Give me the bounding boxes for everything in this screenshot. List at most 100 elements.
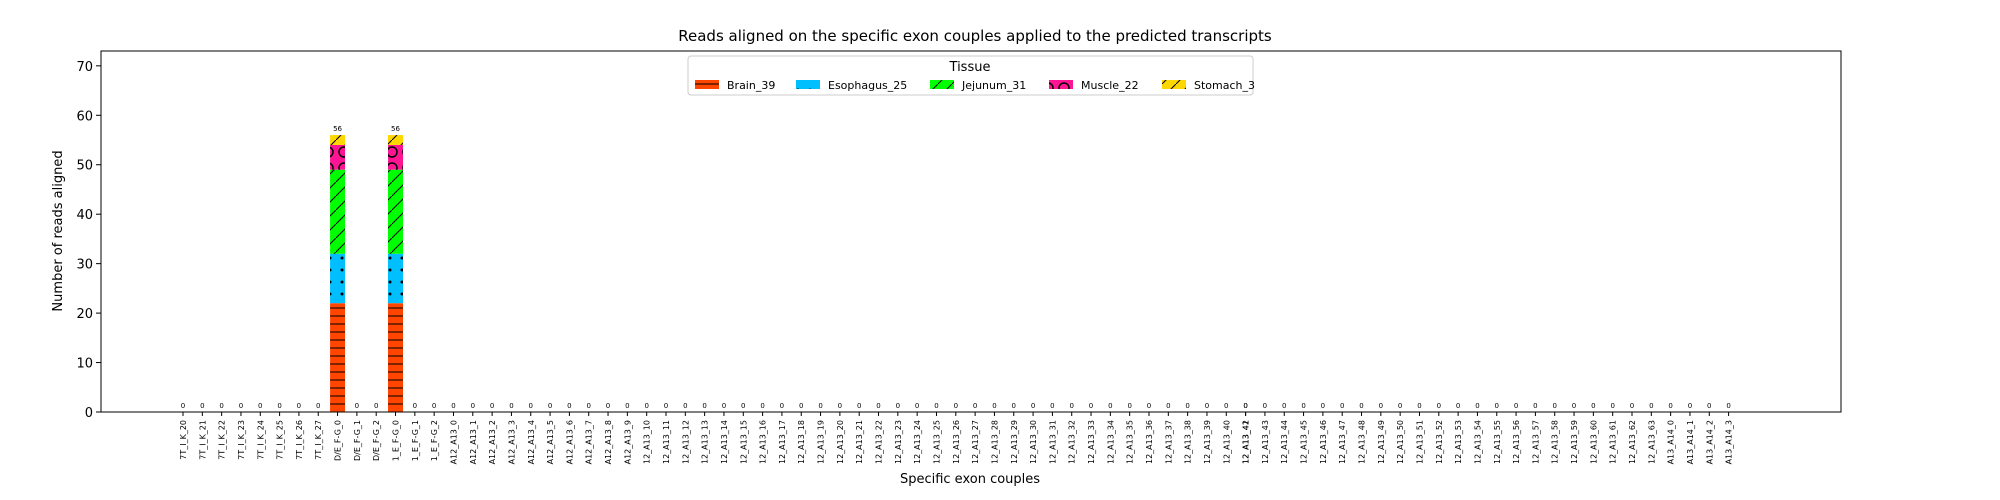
bar-value-label: 0 <box>1379 402 1383 410</box>
bar-value-label: 0 <box>664 402 668 410</box>
x-tick-label: D/E_F-G_1 <box>353 420 362 461</box>
x-tick-label: 12_A13_38 <box>1184 420 1193 464</box>
x-tick-label: 12_A13_32 <box>1068 420 1077 464</box>
x-tick-label: D/E_F-G_2 <box>372 420 381 461</box>
x-axis-label: Specific exon couples <box>900 472 1040 487</box>
legend-item-esophagus-25: Esophagus_25 <box>796 79 907 92</box>
bar-value-label: 0 <box>181 402 185 410</box>
bar-hatch-esophagus-25 <box>330 253 346 304</box>
x-tick-label: 12_A13_39 <box>1203 420 1212 464</box>
bar-value-label: 0 <box>625 402 629 410</box>
bar-value-label: 0 <box>509 402 513 410</box>
x-tick-label: 12_A13_36 <box>1145 420 1154 464</box>
x-tick-label: A12_A13_8 <box>604 420 613 464</box>
bar-value-label: 0 <box>471 402 475 410</box>
x-tick-label: 12_A13_50 <box>1396 420 1405 464</box>
y-tick-label: 20 <box>76 307 93 322</box>
bar-value-label: 0 <box>1127 402 1131 410</box>
y-tick-label: 70 <box>76 60 93 75</box>
y-tick-label: 60 <box>76 109 93 124</box>
x-tick-label: 12_A13_15 <box>739 420 748 464</box>
legend-label: Stomach_3 <box>1194 79 1255 92</box>
bar-value-label: 0 <box>1591 402 1595 410</box>
x-tick-label: 12_A13_61 <box>1609 420 1618 464</box>
x-tick-label: 12_A13_37 <box>1164 420 1173 464</box>
x-tick-label: 12_A13_19 <box>817 420 826 464</box>
bar-value-label: 0 <box>1301 402 1305 410</box>
bar-value-label: 0 <box>239 402 243 410</box>
x-tick-label: A12_A13_2 <box>488 420 497 464</box>
x-tick-label: 12_A13_22 <box>875 420 884 464</box>
bar-value-label: 0 <box>934 402 938 410</box>
x-tick-label: A12_A13_1 <box>469 420 478 464</box>
bar-value-label: 0 <box>644 402 648 410</box>
bar-hatch-jejunum-31 <box>388 169 404 254</box>
y-tick-label: 50 <box>76 159 93 174</box>
bar-value-label: 0 <box>1707 402 1711 410</box>
bar-value-label: 0 <box>1475 402 1479 410</box>
legend-item-stomach-3: Stomach_3 <box>1162 79 1255 92</box>
value-labels-layer: 0 0 0 0 0 0 0 0 56 0 0 56 0 0 0 0 0 0 0 0 0 0 0 0 0 0 0 0 0 0 0 0 0 0 0 0 0 0… <box>181 125 1731 410</box>
bar-value-label: 0 <box>683 402 687 410</box>
y-tick-label: 30 <box>76 258 93 273</box>
bar-value-label: 0 <box>374 402 378 410</box>
bar-value-label: 0 <box>1340 402 1344 410</box>
bar-value-label: 0 <box>760 402 764 410</box>
bar-value-label: 0 <box>490 402 494 410</box>
x-tick-label: 12_A13_56 <box>1512 420 1521 464</box>
x-axis: 7T_I_K_20 7T_I_K_21 7T_I_K_22 7T_I_K_23 7T_I… <box>179 412 1734 464</box>
x-tick-label: 12_A13_25 <box>932 420 941 464</box>
bar-value-label: 0 <box>1185 402 1189 410</box>
bar-value-label: 0 <box>548 402 552 410</box>
bar-value-label: 0 <box>1495 402 1499 410</box>
bar-value-label: 0 <box>1533 402 1537 410</box>
x-tick-label: 12_A13_53 <box>1454 420 1463 464</box>
y-axis: 0 10 20 30 40 50 60 70 <box>76 60 101 421</box>
x-tick-label: 12_A13_54 <box>1473 420 1482 464</box>
x-tick-label: 12_A13_23 <box>894 420 903 464</box>
x-tick-label: 12_A13_35 <box>1126 420 1135 464</box>
bar-value-label: 0 <box>1630 402 1634 410</box>
bar-value-label: 0 <box>1552 402 1556 410</box>
bar-hatch-esophagus-25 <box>388 253 404 304</box>
bar-value-label: 0 <box>702 402 706 410</box>
bar-value-label: 0 <box>1437 402 1441 410</box>
x-tick-label: 12_A13_40 <box>1222 420 1231 464</box>
bar-value-label: 0 <box>1649 402 1653 410</box>
bar-value-label: 0 <box>1726 402 1730 410</box>
bar-value-label: 0 <box>277 402 281 410</box>
bar-value-label: 0 <box>1417 402 1421 410</box>
x-tick-label: 12_A13_51 <box>1415 420 1424 464</box>
x-tick-label: A12_A13_3 <box>507 420 516 464</box>
bar-value-label: 0 <box>915 402 919 410</box>
x-tick-label: 12_A13_27 <box>971 420 980 464</box>
bar-value-label: 0 <box>838 402 842 410</box>
legend-label: Jejunum_31 <box>961 79 1026 92</box>
bar-value-label: 0 <box>1514 402 1518 410</box>
x-tick-label: 12_A13_59 <box>1570 420 1579 464</box>
x-tick-label: A13_A14_3 <box>1725 420 1734 464</box>
x-tick-label: A12_A13_7 <box>585 420 594 464</box>
x-tick-label: 12_A13_10 <box>643 420 652 464</box>
bar-value-label: 0 <box>1224 402 1228 410</box>
legend-swatch-hatch <box>1049 80 1073 89</box>
bar-value-label: 0 <box>1108 402 1112 410</box>
bar-value-label: 0 <box>1321 402 1325 410</box>
x-tick-label: 12_A13_43 <box>1261 420 1270 464</box>
x-tick-label: 12_A13_63 <box>1647 420 1656 464</box>
x-tick-label: 12_A13_11 <box>662 420 671 464</box>
x-tick-label: 7T_I_K_26 <box>295 420 304 460</box>
x-tick-label: 7T_I_K_23 <box>237 420 246 460</box>
x-tick-label: D/E_F-G_0 <box>334 420 343 461</box>
x-tick-label: 12_A13_47 <box>1338 420 1347 464</box>
bar-value-label: 0 <box>1263 402 1267 410</box>
x-tick-label: 7T_I_K_22 <box>218 420 227 460</box>
y-tick-label: 0 <box>85 406 93 421</box>
x-tick-label: A13_A14_2 <box>1705 420 1714 464</box>
x-tick-label: 12_A13_49 <box>1377 420 1386 464</box>
x-tick-label: 12_A13_34 <box>1106 420 1115 464</box>
bar-value-label: 0 <box>973 402 977 410</box>
bar-hatch-stomach-3 <box>388 135 404 145</box>
x-tick-label: 12_A13_13 <box>701 420 710 464</box>
bar-value-label: 0 <box>606 402 610 410</box>
